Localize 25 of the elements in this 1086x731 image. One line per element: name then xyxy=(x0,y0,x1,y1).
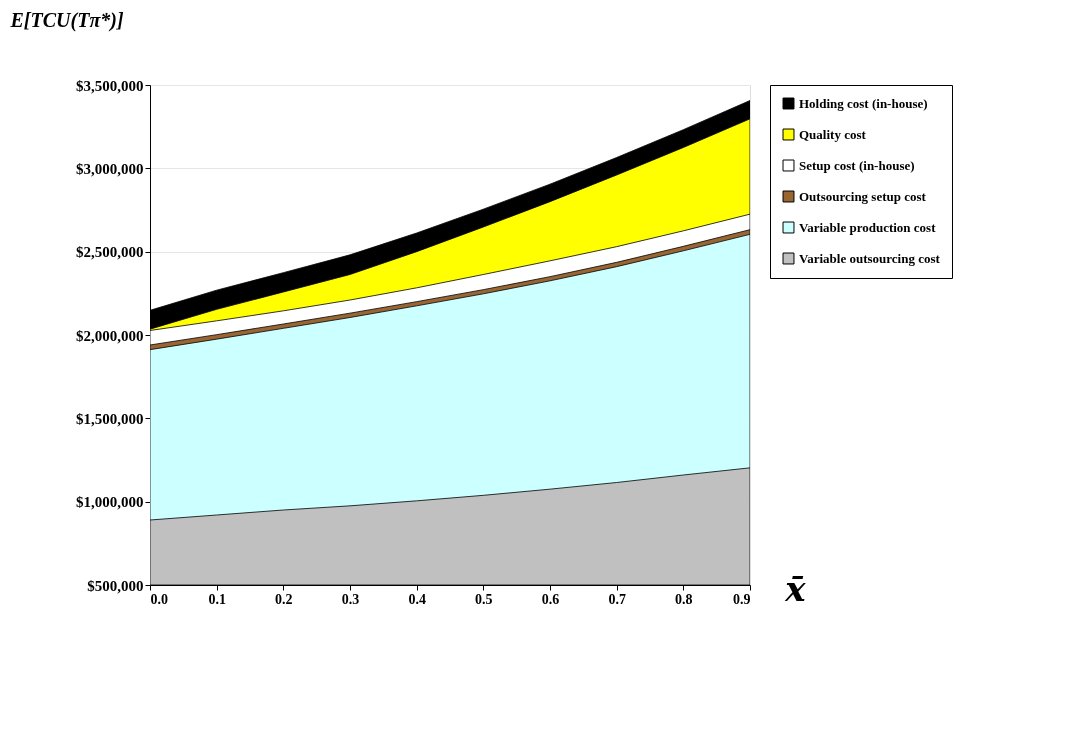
y-tick-label: $3,000,000 xyxy=(76,160,144,177)
legend-label: Quality cost xyxy=(799,126,867,142)
y-tick-label: $3,500,000 xyxy=(76,77,144,94)
legend-label: Variable production cost xyxy=(799,219,937,235)
x-tick-label: 0.4 xyxy=(408,591,426,607)
y-tick-label: $2,000,000 xyxy=(76,327,144,344)
x-tick-label: 0.3 xyxy=(341,591,360,607)
x-tick-label: 0.2 xyxy=(275,591,293,607)
y-tick-label: $500,000 xyxy=(87,577,144,594)
legend-label: Holding cost (in-house) xyxy=(799,95,928,111)
x-tick-label: 0.6 xyxy=(541,591,560,607)
x-tick-label: 0.0 xyxy=(150,591,168,607)
y-tick-label: $2,500,000 xyxy=(76,244,144,261)
legend-label: Outsourcing setup cost xyxy=(799,188,927,204)
x-tick-label: 0.1 xyxy=(208,591,226,607)
y-tick-label: $1,500,000 xyxy=(76,410,144,427)
legend-label: Variable outsourcing cost xyxy=(799,250,941,266)
x-tick-label: 0.8 xyxy=(675,591,693,607)
x-tick-label: 0.7 xyxy=(608,591,626,607)
y-axis-title: E[TCU(Tπ*)] xyxy=(9,8,124,32)
x-tick-label: 0.5 xyxy=(475,591,493,607)
x-tick-label: 0.9 xyxy=(733,591,751,607)
legend-label: Setup cost (in-house) xyxy=(799,157,915,173)
x-axis-title: x̄ xyxy=(784,568,807,609)
y-tick-label: $1,000,000 xyxy=(76,494,144,511)
